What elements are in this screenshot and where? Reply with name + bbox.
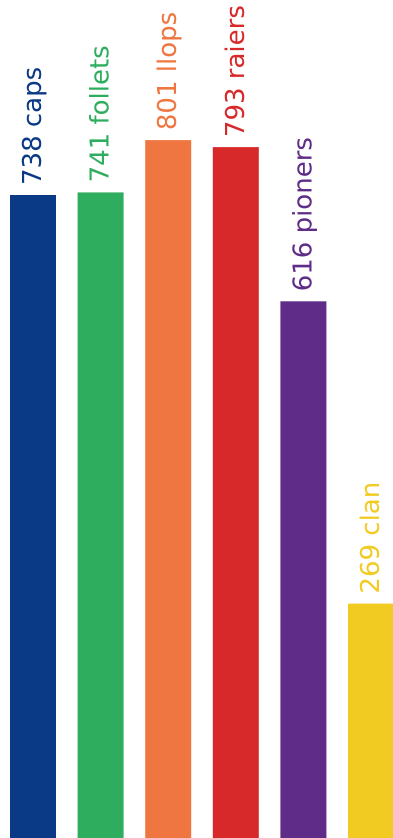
- bar-label-raiers: 793 raiers: [221, 5, 251, 137]
- bar-label-pioners: 616 pioners: [288, 137, 318, 291]
- bar-llops: [145, 140, 192, 838]
- bar-label-caps: 738 caps: [18, 67, 48, 185]
- bar-clan: [348, 603, 393, 838]
- bar-pioners: [280, 301, 327, 838]
- bar-caps: [10, 195, 56, 838]
- bar-raiers: [212, 147, 259, 838]
- bar-follets: [77, 192, 124, 838]
- bar-label-llops: 801 llops: [153, 12, 183, 130]
- bar-label-clan: 269 clan: [356, 482, 386, 594]
- bar-label-follets: 741 follets: [86, 45, 116, 182]
